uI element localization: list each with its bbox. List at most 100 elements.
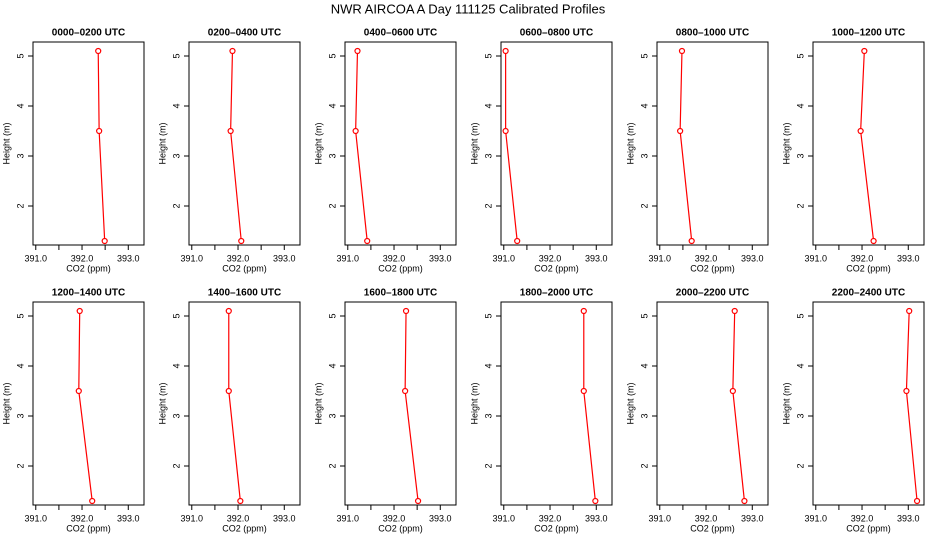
y-axis-label: Height (m): [313, 382, 323, 424]
y-tick-label: 4: [795, 363, 805, 368]
profile-point: [580, 307, 587, 315]
profile-point: [89, 497, 96, 505]
y-tick-label: 4: [795, 103, 805, 108]
profile-point: [741, 497, 748, 505]
profile-line: [583, 311, 596, 502]
y-tick-label: 3: [15, 153, 25, 158]
y-tick-label: 3: [15, 413, 25, 418]
y-tick-label: 4: [483, 363, 493, 368]
y-tick-label: 3: [327, 413, 337, 418]
y-tick-label: 5: [639, 53, 649, 58]
profile-point: [580, 387, 587, 395]
profile-point: [225, 387, 232, 395]
x-axis-label: CO2 (ppm): [690, 523, 735, 533]
x-tick-label: 392.0: [851, 253, 874, 263]
y-tick-label: 5: [639, 313, 649, 318]
profile-point: [414, 497, 422, 505]
plot-frame: [500, 41, 613, 246]
plot-frame: [656, 41, 769, 246]
profile-point: [592, 497, 599, 505]
plot-frame: [500, 301, 613, 506]
profile-line: [905, 310, 918, 502]
profile-point: [402, 387, 409, 395]
y-tick-label: 2: [483, 463, 493, 468]
profile-line: [228, 311, 241, 502]
profile-line: [97, 50, 106, 242]
y-tick-label: 5: [795, 313, 805, 318]
profile-point: [75, 387, 82, 395]
y-axis-label: Height (m): [1, 122, 11, 164]
panel-title: 1600–1800 UTC: [364, 288, 437, 299]
y-tick-label: 3: [639, 153, 649, 158]
panel-title: 2200–2400 UTC: [832, 288, 905, 299]
x-tick-label: 392.0: [539, 513, 562, 523]
y-axis-label: Height (m): [1, 382, 11, 424]
x-tick-label: 391.0: [649, 513, 672, 523]
x-tick-label: 392.0: [851, 513, 874, 523]
y-tick-label: 3: [795, 153, 805, 158]
y-axis-label: Height (m): [781, 122, 791, 164]
profile-point: [514, 237, 521, 245]
x-tick-label: 393.0: [585, 513, 608, 523]
y-tick-label: 5: [327, 313, 337, 318]
y-tick-label: 5: [483, 313, 493, 318]
y-tick-label: 5: [327, 53, 337, 58]
profile-point: [677, 127, 684, 135]
y-tick-label: 4: [327, 103, 337, 108]
y-tick-label: 4: [639, 103, 649, 108]
profile-line: [505, 51, 518, 242]
plot-frame: [344, 301, 457, 506]
plot-frame: [344, 41, 457, 246]
plot-frame: [188, 301, 301, 506]
x-tick-label: 391.0: [337, 253, 360, 263]
y-tick-label: 5: [483, 53, 493, 58]
x-tick-label: 393.0: [273, 253, 296, 263]
y-tick-label: 2: [327, 463, 337, 468]
x-tick-label: 392.0: [539, 253, 562, 263]
plot-frame: [32, 301, 145, 506]
x-tick-label: 392.0: [227, 253, 250, 263]
x-axis-label: CO2 (ppm): [378, 263, 423, 273]
y-tick-label: 3: [483, 153, 493, 158]
profile-point: [903, 387, 910, 395]
x-tick-label: 393.0: [273, 513, 296, 523]
x-axis-label: CO2 (ppm): [534, 263, 579, 273]
panel-title: 0200–0400 UTC: [208, 28, 281, 39]
y-axis-label: Height (m): [313, 122, 323, 164]
profile-line: [732, 310, 746, 502]
x-tick-label: 391.0: [493, 513, 516, 523]
profile-point: [729, 387, 736, 395]
x-tick-label: 393.0: [585, 253, 608, 263]
x-tick-label: 391.0: [181, 513, 204, 523]
y-tick-label: 2: [795, 463, 805, 468]
y-tick-label: 5: [15, 53, 25, 58]
x-axis-label: CO2 (ppm): [534, 523, 579, 533]
profile-point: [238, 237, 245, 245]
x-axis-label: CO2 (ppm): [222, 263, 267, 273]
profile-point: [502, 47, 509, 55]
y-tick-label: 2: [15, 203, 25, 208]
y-tick-label: 5: [171, 313, 181, 318]
x-axis-label: CO2 (ppm): [846, 263, 891, 273]
panel-title: 2000–2200 UTC: [676, 288, 749, 299]
y-axis-label: Height (m): [157, 382, 167, 424]
y-tick-label: 2: [171, 463, 181, 468]
panel-title: 1400–1600 UTC: [208, 288, 281, 299]
x-tick-label: 393.0: [897, 513, 920, 523]
y-tick-label: 3: [171, 413, 181, 418]
y-tick-label: 2: [327, 203, 337, 208]
x-tick-label: 391.0: [337, 513, 360, 523]
profile-point: [913, 497, 921, 505]
x-tick-label: 393.0: [117, 513, 140, 523]
x-axis-label: CO2 (ppm): [378, 523, 423, 533]
plot-frame: [32, 41, 145, 246]
x-tick-label: 393.0: [741, 513, 764, 523]
y-axis-label: Height (m): [157, 122, 167, 164]
profile-line: [679, 50, 693, 242]
profile-point: [688, 237, 695, 245]
plot-frame: [188, 41, 301, 246]
x-tick-label: 391.0: [649, 253, 672, 263]
profile-point: [861, 47, 868, 55]
x-axis-label: CO2 (ppm): [66, 263, 111, 273]
x-tick-label: 393.0: [117, 253, 140, 263]
